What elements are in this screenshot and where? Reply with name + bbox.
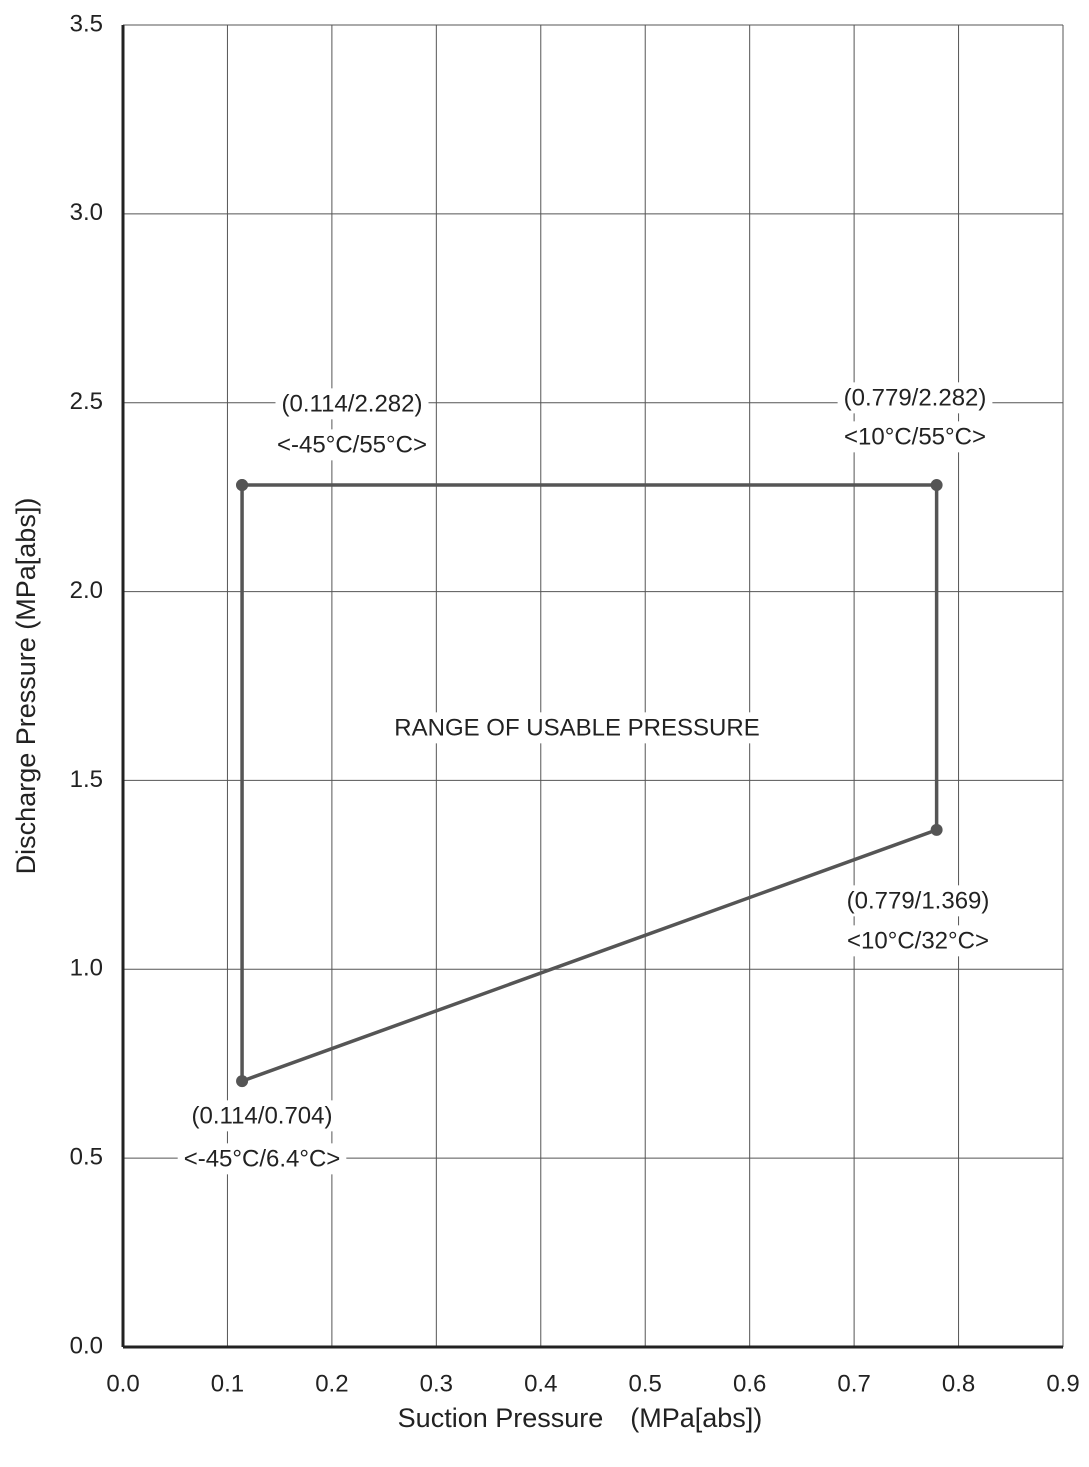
y-tick-label: 3.0 [70, 199, 103, 226]
x-axis-label: Suction Pressure (MPa[abs]) [398, 1403, 763, 1433]
annotation: <-45°C/6.4°C> [184, 1145, 341, 1172]
annotation-background [275, 388, 429, 420]
x-tick-label: 0.8 [942, 1370, 975, 1397]
y-tick-label: 0.5 [70, 1143, 103, 1170]
x-tick-label: 0.1 [211, 1370, 244, 1397]
annotation: <10°C/55°C> [844, 423, 986, 450]
point-marker [236, 479, 249, 492]
annotation-background [838, 421, 992, 453]
x-tick-label: 0.7 [837, 1370, 870, 1397]
annotation: <10°C/32°C> [847, 927, 989, 954]
annotation-background [841, 925, 995, 957]
x-tick-label: 0.6 [733, 1370, 766, 1397]
x-tick-label: 0.4 [524, 1370, 557, 1397]
series-line [240, 483, 939, 1084]
point-marker [236, 1075, 249, 1088]
x-tick-label: 0.3 [420, 1370, 453, 1397]
annotation: (0.114/0.704) [192, 1102, 333, 1129]
x-tick-label: 0.2 [315, 1370, 348, 1397]
annotation-background [185, 1100, 339, 1132]
x-tick-label: 0.5 [629, 1370, 662, 1397]
annotation-background [840, 885, 996, 917]
annotation: (0.779/1.369) [847, 887, 990, 914]
annotation-background [388, 712, 766, 744]
y-axis-label: Discharge Pressure (MPa[abs]) [11, 498, 41, 875]
annotation: (0.779/2.282) [844, 384, 987, 411]
y-tick-label: 2.5 [70, 388, 103, 415]
annotation: (0.114/2.282) [282, 390, 423, 417]
y-tick-label: 0.0 [70, 1332, 103, 1359]
annotation: <-45°C/55°C> [277, 431, 427, 458]
x-tick-label: 0.0 [106, 1370, 139, 1397]
annotation-background [837, 382, 993, 414]
point-marker [930, 823, 943, 836]
y-tick-label: 1.5 [70, 766, 103, 793]
annotation-background [177, 1143, 347, 1175]
annotation-background [271, 429, 433, 461]
y-tick-label: 3.5 [70, 10, 103, 37]
point-marker [930, 479, 943, 492]
annotation: RANGE OF USABLE PRESSURE [394, 714, 759, 741]
y-tick-label: 2.0 [70, 577, 103, 604]
x-tick-label: 0.9 [1046, 1370, 1079, 1397]
y-tick-label: 1.0 [70, 955, 103, 982]
